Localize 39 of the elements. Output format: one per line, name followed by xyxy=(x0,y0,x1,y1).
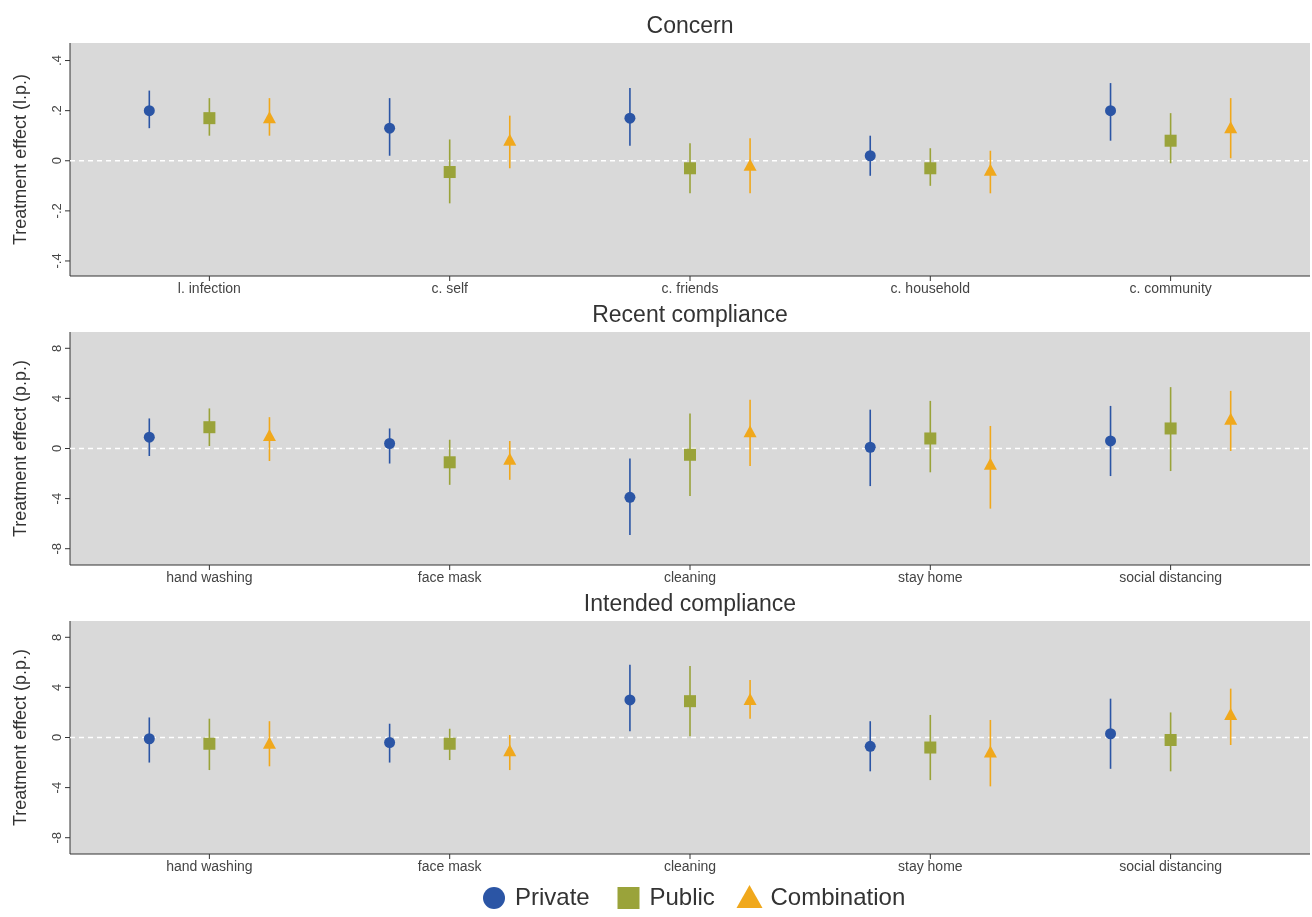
x-tick-label: l. infection xyxy=(177,280,241,296)
x-tick-label: cleaning xyxy=(663,569,717,585)
x-tick-label: c. self xyxy=(431,280,469,296)
x-tick-label: hand washing xyxy=(166,569,253,585)
x-tick-label: c. friends xyxy=(661,280,719,296)
y-tick-label: 0 xyxy=(49,157,64,165)
y-axis-title: Treatment effect (l.p.) xyxy=(10,73,30,246)
legend-label: Combination xyxy=(770,883,906,910)
y-tick-label: 0 xyxy=(49,733,64,742)
x-tick-label: stay home xyxy=(898,569,963,585)
x-tick-label: c. community xyxy=(1129,280,1212,296)
x-tick-label: hand washing xyxy=(166,858,253,874)
y-tick-label: -8 xyxy=(49,542,64,555)
y-tick-label: -.4 xyxy=(49,253,64,269)
y-tick-label: .4 xyxy=(49,55,64,66)
x-tick-label: stay home xyxy=(898,858,963,874)
y-tick-label: -4 xyxy=(49,492,64,505)
x-tick-label: face mask xyxy=(417,858,483,874)
legend-label: Private xyxy=(515,883,590,910)
y-tick-label: .2 xyxy=(49,105,64,117)
chart-title: Concern xyxy=(646,12,734,38)
y-tick-label: 0 xyxy=(49,444,64,453)
legend-label: Public xyxy=(649,883,715,910)
x-tick-label: face mask xyxy=(417,569,483,585)
y-tick-label: -4 xyxy=(49,781,64,794)
x-tick-label: c. household xyxy=(890,280,971,296)
chart-title: Intended compliance xyxy=(583,590,797,616)
y-tick-label: -8 xyxy=(49,831,64,844)
y-tick-label: -.2 xyxy=(49,203,64,219)
y-tick-label: 4 xyxy=(49,683,64,692)
x-tick-label: social distancing xyxy=(1119,858,1222,874)
y-axis-title: Treatment effect (p.p.) xyxy=(10,359,30,538)
y-axis-title: Treatment effect (p.p.) xyxy=(10,648,30,827)
x-tick-label: social distancing xyxy=(1119,569,1222,585)
x-tick-label: cleaning xyxy=(663,858,717,874)
y-tick-label: 4 xyxy=(49,394,64,403)
y-tick-label: 8 xyxy=(49,344,64,352)
chart-title: Recent compliance xyxy=(592,301,788,327)
y-tick-label: 8 xyxy=(49,633,64,641)
